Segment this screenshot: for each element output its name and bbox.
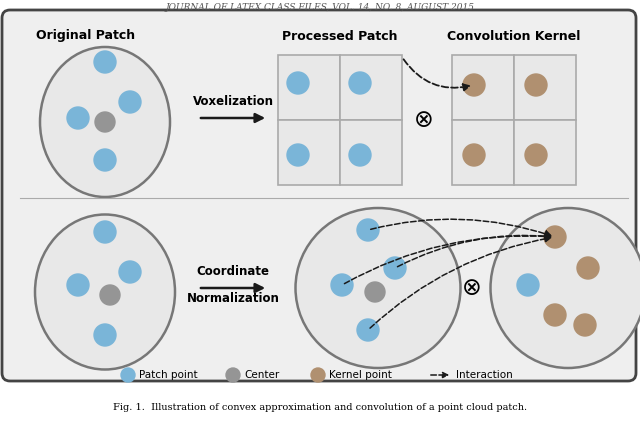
Bar bbox=[340, 55, 402, 120]
Circle shape bbox=[311, 368, 325, 382]
Ellipse shape bbox=[35, 215, 175, 370]
Text: Processed Patch: Processed Patch bbox=[282, 30, 397, 43]
Ellipse shape bbox=[40, 47, 170, 197]
FancyArrowPatch shape bbox=[344, 234, 550, 284]
Circle shape bbox=[67, 274, 89, 296]
Circle shape bbox=[463, 144, 485, 166]
Circle shape bbox=[94, 51, 116, 73]
Ellipse shape bbox=[296, 208, 461, 368]
Text: Coordinate: Coordinate bbox=[196, 265, 269, 278]
Bar bbox=[452, 55, 514, 120]
Bar bbox=[514, 120, 576, 185]
Circle shape bbox=[121, 368, 135, 382]
Circle shape bbox=[349, 144, 371, 166]
Circle shape bbox=[349, 72, 371, 94]
Text: Center: Center bbox=[244, 370, 279, 380]
Circle shape bbox=[525, 74, 547, 96]
Text: Normalization: Normalization bbox=[187, 292, 280, 305]
Circle shape bbox=[357, 219, 379, 241]
Circle shape bbox=[463, 74, 485, 96]
Circle shape bbox=[517, 274, 539, 296]
Text: Interaction: Interaction bbox=[456, 370, 513, 380]
Circle shape bbox=[525, 144, 547, 166]
Circle shape bbox=[100, 285, 120, 305]
Circle shape bbox=[357, 319, 379, 341]
Bar bbox=[452, 120, 514, 185]
Text: Original Patch: Original Patch bbox=[36, 29, 135, 43]
Text: Fig. 1.  Illustration of convex approximation and convolution of a point cloud p: Fig. 1. Illustration of convex approxima… bbox=[113, 403, 527, 413]
Text: ⊗: ⊗ bbox=[414, 108, 434, 132]
Text: JOURNAL OF LATEX CLASS FILES, VOL. 14, NO. 8, AUGUST 2015: JOURNAL OF LATEX CLASS FILES, VOL. 14, N… bbox=[166, 3, 474, 13]
Text: Kernel point: Kernel point bbox=[329, 370, 392, 380]
FancyArrowPatch shape bbox=[371, 219, 551, 237]
FancyBboxPatch shape bbox=[2, 10, 636, 381]
Circle shape bbox=[119, 91, 141, 113]
FancyArrowPatch shape bbox=[370, 236, 550, 328]
Circle shape bbox=[95, 112, 115, 132]
Circle shape bbox=[287, 72, 309, 94]
Circle shape bbox=[577, 257, 599, 279]
Circle shape bbox=[574, 314, 596, 336]
Circle shape bbox=[365, 282, 385, 302]
Text: Convolution Kernel: Convolution Kernel bbox=[447, 30, 580, 43]
Bar bbox=[340, 120, 402, 185]
Circle shape bbox=[384, 257, 406, 279]
Text: ⊗: ⊗ bbox=[462, 276, 482, 300]
Circle shape bbox=[287, 144, 309, 166]
Circle shape bbox=[67, 107, 89, 129]
Circle shape bbox=[119, 261, 141, 283]
Ellipse shape bbox=[490, 208, 640, 368]
FancyArrowPatch shape bbox=[397, 233, 550, 267]
Circle shape bbox=[544, 226, 566, 248]
Text: Patch point: Patch point bbox=[139, 370, 198, 380]
Circle shape bbox=[544, 304, 566, 326]
Bar bbox=[278, 120, 340, 185]
FancyArrowPatch shape bbox=[404, 59, 469, 91]
Circle shape bbox=[94, 221, 116, 243]
Circle shape bbox=[331, 274, 353, 296]
Text: Voxelization: Voxelization bbox=[193, 95, 273, 108]
Circle shape bbox=[94, 149, 116, 171]
Bar bbox=[514, 55, 576, 120]
Circle shape bbox=[94, 324, 116, 346]
Bar bbox=[278, 55, 340, 120]
Circle shape bbox=[226, 368, 240, 382]
